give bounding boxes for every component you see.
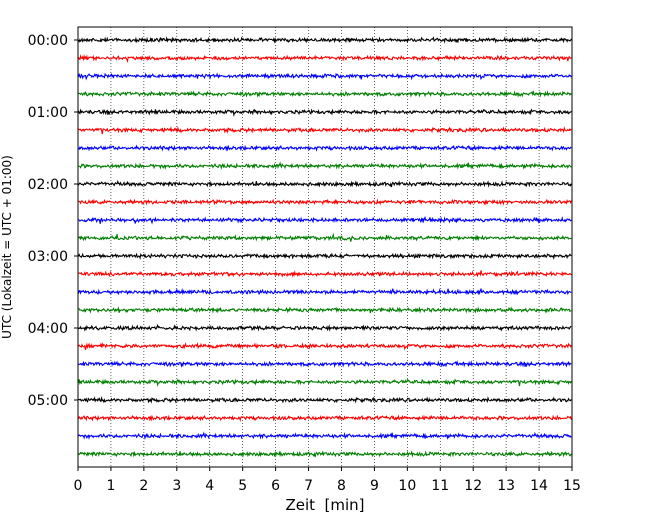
trace-line <box>77 53 572 64</box>
trace-line <box>78 215 572 225</box>
y-axis: 00:00 01:00 02:00 03:00 04:00 05:00 <box>28 33 78 409</box>
trace-line <box>78 396 572 404</box>
trace-line <box>77 378 572 387</box>
x-axis: 0 1 2 3 4 5 6 7 8 9 10 11 12 13 14 15 <box>74 467 581 494</box>
trace-line <box>77 287 572 296</box>
x-tick-label: 5 <box>238 478 247 494</box>
trace-line <box>78 36 572 44</box>
trace-line <box>78 323 572 332</box>
x-tick-label: 3 <box>172 478 181 494</box>
trace-line <box>78 232 572 242</box>
trace-line <box>77 252 572 260</box>
x-tick-label: 12 <box>464 478 482 494</box>
x-tick-label: 13 <box>497 478 515 494</box>
x-tick-label: 10 <box>398 478 416 494</box>
trace-line <box>77 108 572 117</box>
y-tick-label: 04:00 <box>28 321 68 337</box>
x-tick-label: 11 <box>431 478 449 494</box>
trace-line <box>78 342 572 351</box>
trace-line <box>78 161 572 170</box>
x-tick-label: 7 <box>304 478 313 494</box>
trace-line <box>78 126 572 135</box>
y-tick-label: 01:00 <box>28 105 68 121</box>
trace-line <box>77 72 572 81</box>
y-axis-title: UTC (Lokalzeit = UTC + 01:00) <box>0 155 14 339</box>
trace-group <box>77 36 572 458</box>
x-tick-label: 9 <box>370 478 379 494</box>
y-tick-label: 03:00 <box>28 249 68 265</box>
x-tick-label: 1 <box>106 478 115 494</box>
x-tick-label: 6 <box>271 478 280 494</box>
x-tick-label: 2 <box>139 478 148 494</box>
y-tick-label: 02:00 <box>28 177 68 193</box>
trace-line <box>77 414 572 422</box>
trace-line <box>78 431 572 440</box>
x-tick-label: 8 <box>337 478 346 494</box>
y-tick-label: 00:00 <box>28 33 68 49</box>
trace-line <box>78 90 572 98</box>
plot-frame <box>77 26 573 468</box>
vertical-grid <box>110 27 540 467</box>
trace-line <box>78 144 572 152</box>
x-axis-title: Zeit [min] <box>285 496 364 514</box>
x-tick-label: 15 <box>563 478 581 494</box>
x-tick-label: 14 <box>530 478 548 494</box>
x-tick-label: 4 <box>205 478 214 494</box>
x-tick-label: 0 <box>74 478 83 494</box>
trace-line <box>78 198 572 206</box>
trace-line <box>78 450 572 458</box>
y-tick-label: 05:00 <box>28 393 68 409</box>
trace-line <box>78 179 572 188</box>
trace-line <box>78 360 572 368</box>
trace-line <box>78 269 572 278</box>
trace-line <box>78 306 572 314</box>
